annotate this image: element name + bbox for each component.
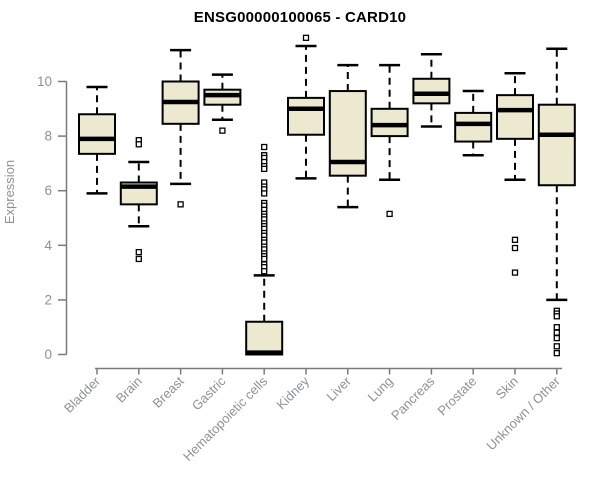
y-tick-label-4: 4 xyxy=(44,238,52,253)
outlier-hematopoietic-cells-30 xyxy=(261,268,268,275)
outlier-unknown-other-2 xyxy=(553,313,560,320)
y-tick-label-8: 8 xyxy=(44,129,52,144)
x-tick-label-brain: Brain xyxy=(113,374,145,406)
box-unknown-other xyxy=(537,103,576,187)
x-tick-label-prostate: Prostate xyxy=(434,374,479,419)
box-hematopoietic-cells xyxy=(245,320,284,356)
outlier-brain-2 xyxy=(135,248,142,256)
outlier-brain-1 xyxy=(135,141,142,148)
x-tick-label-unknown-other: Unknown / Other xyxy=(483,373,563,453)
outlier-hematopoietic-cells-0 xyxy=(261,143,268,151)
x-tick-label-liver: Liver xyxy=(323,373,354,404)
outlier-gastric-0 xyxy=(219,127,226,134)
x-tick-label-gastric: Gastric xyxy=(189,373,229,413)
outlier-hematopoietic-cells-5 xyxy=(261,165,268,173)
box-lung xyxy=(370,107,409,138)
box-skin xyxy=(496,94,534,140)
outlier-unknown-other-4 xyxy=(553,329,560,336)
x-tick-label-skin: Skin xyxy=(493,374,521,402)
outlier-hematopoietic-cells-9 xyxy=(261,190,268,197)
chart-title: ENSG00000100065 - CARD10 xyxy=(193,9,407,26)
x-tick-label-lung: Lung xyxy=(365,374,396,405)
box-pancreas xyxy=(412,77,451,105)
outlier-breast-0 xyxy=(177,201,184,208)
y-tick-label-0: 0 xyxy=(44,347,52,362)
y-tick-label-6: 6 xyxy=(44,183,52,198)
x-tick-label-breast: Breast xyxy=(150,373,187,410)
outlier-brain-3 xyxy=(135,255,142,263)
outlier-skin-2 xyxy=(511,269,519,276)
x-tick-label-kidney: Kidney xyxy=(273,373,312,412)
outlier-unknown-other-7 xyxy=(553,349,560,357)
outlier-skin-0 xyxy=(511,236,519,243)
box-prostate xyxy=(454,111,493,143)
y-tick-label-10: 10 xyxy=(37,74,52,89)
box-kidney xyxy=(287,96,325,136)
outlier-unknown-other-6 xyxy=(553,343,560,350)
y-tick-label-2: 2 xyxy=(44,292,52,307)
outlier-unknown-other-3 xyxy=(553,324,560,331)
box-bladder xyxy=(78,113,116,155)
outlier-skin-1 xyxy=(511,244,519,252)
outlier-unknown-other-5 xyxy=(553,334,560,342)
outlier-kidney-0 xyxy=(302,34,310,41)
outlier-hematopoietic-cells-27 xyxy=(261,255,268,263)
x-tick-label-pancreas: Pancreas xyxy=(388,373,438,423)
outlier-lung-0 xyxy=(386,210,393,218)
x-tick-label-bladder: Bladder xyxy=(61,373,104,416)
